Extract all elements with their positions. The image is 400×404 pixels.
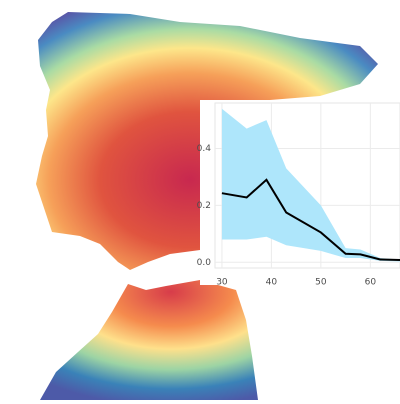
confidence-band <box>221 108 400 262</box>
iberia-region <box>36 12 378 270</box>
x-tick-label: 40 <box>266 278 278 288</box>
x-tick-label: 60 <box>365 278 377 288</box>
y-tick-label: 0.4 <box>197 144 212 154</box>
line <box>221 178 400 262</box>
africa-region <box>40 280 258 400</box>
y-tick-label: 0.2 <box>197 201 211 211</box>
x-tick-label: 50 <box>315 278 327 288</box>
inset-chart: 0.0 0.2 0.4 30 40 50 60 <box>197 100 400 288</box>
y-tick-label: 0.0 <box>197 258 212 268</box>
x-tick-label: 30 <box>216 278 228 288</box>
